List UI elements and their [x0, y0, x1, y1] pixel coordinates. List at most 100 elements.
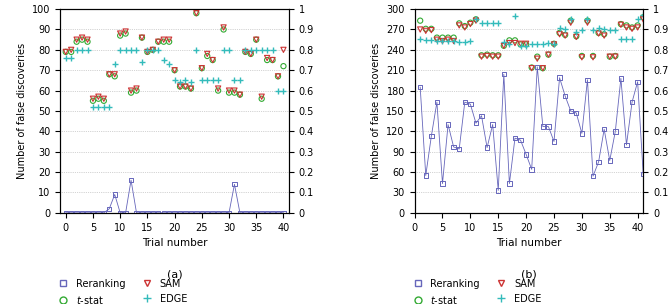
Point [543, 52, 554, 57]
Point [532, 42, 543, 47]
Point [88, 210, 98, 215]
Point [443, 35, 454, 40]
Point [470, 121, 481, 126]
Point [234, 92, 245, 97]
Point [448, 39, 459, 43]
Point [245, 51, 256, 56]
Point [493, 188, 504, 193]
Point [66, 50, 76, 54]
Point [437, 181, 448, 186]
Point [109, 72, 120, 77]
Point [120, 31, 131, 36]
Point [576, 28, 587, 33]
Point [621, 23, 632, 28]
Point [196, 66, 207, 71]
Point [147, 47, 158, 52]
Point [267, 58, 278, 63]
Point [98, 98, 109, 103]
Point [431, 100, 442, 105]
Point [510, 41, 521, 46]
Point [245, 47, 256, 52]
Point [415, 18, 425, 23]
Point [610, 28, 620, 33]
Point [224, 47, 234, 52]
Point [147, 47, 158, 52]
Point [420, 173, 431, 178]
Point [60, 56, 71, 60]
Point [626, 36, 637, 41]
Legend: Reranking, $t$-stat, SAM, EDGE: Reranking, $t$-stat, SAM, EDGE [408, 279, 541, 304]
Point [126, 178, 137, 183]
Point [487, 122, 498, 127]
Point [571, 34, 582, 39]
Point [527, 65, 537, 70]
Point [537, 66, 548, 71]
Point [610, 54, 620, 59]
Point [460, 100, 470, 105]
Point [482, 145, 492, 150]
Point [278, 47, 289, 52]
Point [604, 54, 615, 59]
Point [131, 210, 142, 215]
Point [454, 39, 464, 44]
Point [604, 54, 615, 59]
Point [175, 210, 186, 215]
Point [621, 25, 632, 30]
Point [465, 39, 476, 43]
Point [175, 84, 186, 89]
Point [610, 129, 620, 134]
Point [158, 37, 169, 42]
Point [196, 78, 207, 83]
Point [537, 66, 548, 71]
Point [262, 210, 273, 215]
Point [191, 11, 202, 16]
Point [498, 43, 509, 48]
Point [175, 84, 186, 89]
Point [593, 31, 604, 36]
Point [262, 58, 273, 63]
Point [229, 78, 240, 83]
Point [196, 66, 207, 71]
Point [638, 15, 649, 20]
Point [98, 210, 109, 215]
Point [604, 158, 615, 163]
Point [493, 54, 504, 59]
Point [158, 210, 169, 215]
Point [93, 94, 104, 99]
Point [626, 25, 637, 30]
Point [460, 25, 470, 30]
Point [493, 53, 504, 58]
Point [554, 32, 565, 37]
Point [142, 50, 153, 54]
Point [245, 210, 256, 215]
Point [565, 20, 576, 25]
Point [245, 51, 256, 56]
Point [454, 147, 464, 151]
Point [278, 64, 289, 69]
Point [76, 210, 87, 215]
Point [599, 32, 610, 37]
Point [504, 38, 515, 43]
Point [240, 210, 251, 215]
Point [621, 36, 632, 41]
Point [137, 35, 147, 40]
Point [632, 16, 643, 21]
Point [571, 35, 582, 40]
Point [420, 26, 431, 31]
Point [593, 26, 604, 31]
Point [582, 16, 593, 21]
Point [93, 96, 104, 101]
Point [437, 35, 448, 40]
Legend: Reranking, $t$-stat, SAM, EDGE: Reranking, $t$-stat, SAM, EDGE [54, 279, 187, 304]
Point [267, 58, 278, 63]
Point [515, 138, 526, 143]
Point [153, 39, 163, 44]
Point [186, 210, 196, 215]
Point [115, 31, 125, 36]
Point [175, 80, 186, 85]
Point [109, 62, 120, 67]
Point [257, 47, 267, 52]
Point [126, 88, 137, 93]
Point [273, 210, 283, 215]
Point [527, 66, 537, 71]
